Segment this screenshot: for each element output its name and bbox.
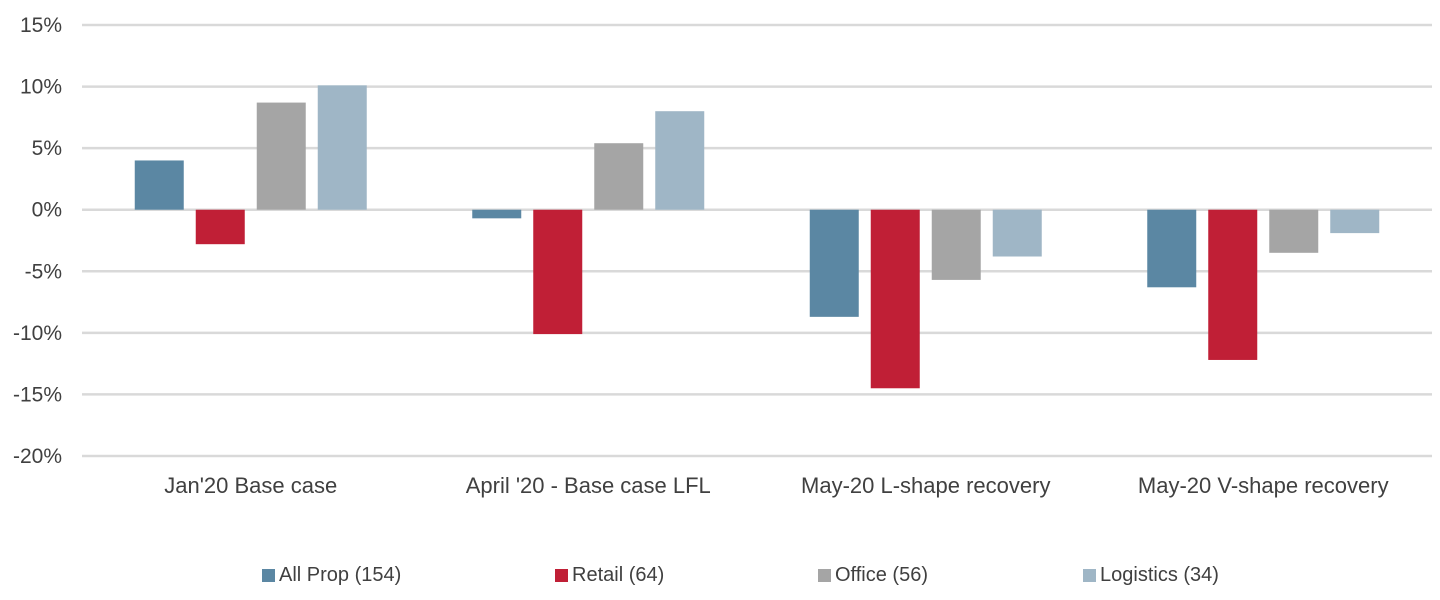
legend-swatch (555, 568, 568, 582)
bar (931, 209, 981, 280)
bar (134, 160, 184, 210)
y-tick-label: -15% (13, 383, 62, 406)
bar (195, 209, 245, 245)
bar (992, 209, 1042, 257)
bar (594, 143, 644, 210)
legend-item: Logistics (34) (1083, 562, 1219, 588)
bars (134, 85, 1380, 389)
x-axis-category-labels: Jan'20 Base case April '20 - Base case LF… (164, 473, 1388, 498)
legend-swatch (262, 568, 275, 582)
legend-label: Retail (64) (572, 563, 665, 586)
bar (1269, 209, 1319, 253)
legend-swatch (818, 568, 831, 582)
bar (533, 209, 583, 335)
y-tick-label: -10% (13, 322, 62, 345)
x-category-label: May-20 V-shape recovery (1138, 473, 1389, 498)
y-tick-label: 5% (32, 137, 62, 160)
y-axis-tick-labels: 15% 10% 5% 0% -5% -10% -15% -20% (13, 14, 62, 468)
bar (655, 111, 705, 210)
y-tick-label: 10% (20, 76, 62, 99)
legend-swatch (1083, 568, 1096, 582)
y-tick-label: 0% (32, 199, 62, 222)
bar (256, 102, 306, 210)
gridlines (82, 23, 1432, 458)
legend-label: Logistics (34) (1100, 563, 1219, 586)
legend-label: Office (56) (835, 563, 928, 586)
legend-item: Office (56) (818, 562, 928, 588)
legend-item: All Prop (154) (262, 562, 401, 588)
bar (809, 209, 859, 317)
bar (317, 85, 367, 210)
x-category-label: May-20 L-shape recovery (801, 473, 1050, 498)
legend: All Prop (154) Retail (64) Office (56) Logi… (0, 562, 1440, 590)
x-category-label: April '20 - Base case LFL (466, 473, 711, 498)
y-tick-label: -20% (13, 445, 62, 468)
bar (870, 209, 920, 389)
y-tick-label: 15% (20, 14, 62, 37)
y-tick-label: -5% (25, 260, 62, 283)
bar (1330, 209, 1380, 234)
legend-item: Retail (64) (555, 562, 664, 588)
legend-label: All Prop (154) (279, 563, 402, 586)
bar (472, 209, 522, 219)
bar (1147, 209, 1197, 288)
x-category-label: Jan'20 Base case (164, 473, 337, 498)
bar (1208, 209, 1258, 360)
